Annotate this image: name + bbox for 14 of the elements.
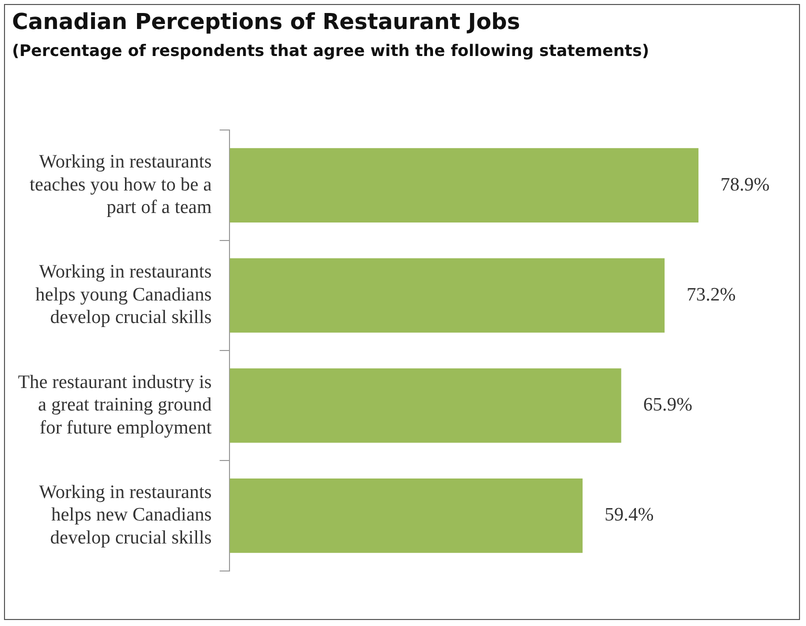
- data-label: 59.4%: [604, 504, 654, 526]
- y-tick-label: The restaurant industry is a great training ground for future employment: [18, 372, 212, 438]
- data-label: 73.2%: [686, 284, 736, 306]
- bar: [230, 148, 698, 222]
- chart-title: Canadian Perceptions of Restaurant Jobs: [12, 10, 520, 35]
- y-tick-label: Working in restaurants helps young Canadians develop crucial skills: [35, 262, 212, 328]
- y-tick-label: Working in restaurants helps new Canadians develop crucial skills: [39, 482, 212, 549]
- data-label: 65.9%: [643, 394, 692, 416]
- y-tick-label: Working in restaurants teaches you how to be a part of a team: [30, 151, 212, 218]
- data-label: 78.9%: [720, 174, 770, 196]
- bar: [230, 258, 665, 333]
- bar: [230, 478, 583, 553]
- chart-subtitle: (Percentage of respondents that agree with the following statements): [12, 40, 650, 61]
- bar: [230, 368, 622, 443]
